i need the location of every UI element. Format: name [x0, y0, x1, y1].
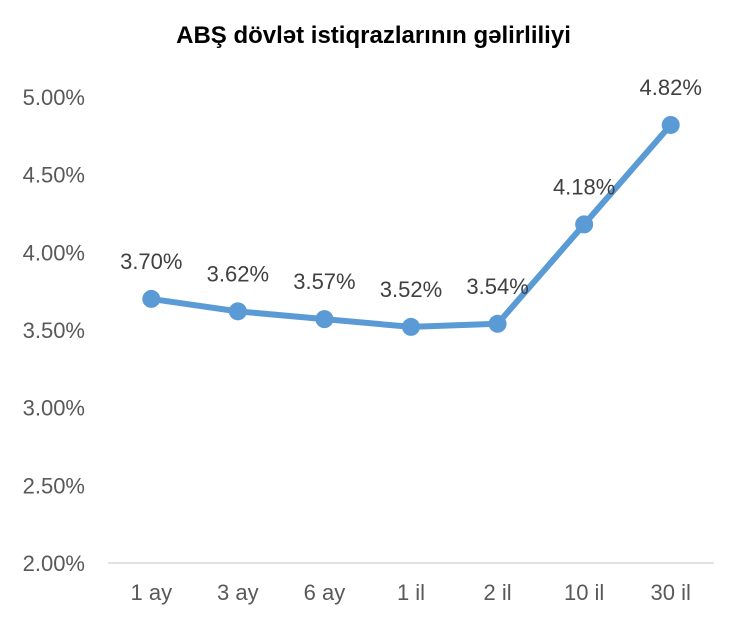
data-point [228, 302, 247, 321]
y-tick-label: 4.00% [23, 240, 85, 265]
y-tick-label: 3.00% [23, 396, 85, 421]
x-tick-label: 2 il [484, 580, 512, 605]
x-tick-label: 1 il [397, 580, 425, 605]
x-tick-label: 3 ay [217, 580, 259, 605]
data-label: 3.54% [466, 274, 528, 299]
data-label: 3.70% [120, 249, 182, 274]
data-point [575, 215, 594, 234]
x-tick-label: 6 ay [304, 580, 346, 605]
data-point [661, 115, 680, 134]
data-label: 4.18% [553, 174, 615, 199]
y-tick-label: 2.50% [23, 473, 85, 498]
data-point [315, 310, 334, 329]
data-point [402, 317, 420, 336]
data-label: 3.57% [293, 269, 355, 294]
data-label: 4.82% [640, 75, 702, 100]
chart-title: ABŞ dövlət istiqrazlarının gəlirliliyi [176, 22, 571, 49]
data-point [488, 314, 507, 333]
data-points [142, 115, 680, 336]
x-tick-label: 10 il [564, 580, 604, 605]
y-tick-label: 5.00% [23, 85, 85, 110]
y-tick-label: 2.00% [23, 551, 85, 576]
y-tick-label: 3.50% [23, 318, 85, 343]
x-tick-label: 30 il [651, 580, 691, 605]
x-tick-label: 1 ay [130, 580, 172, 605]
x-axis-labels: 1 ay 3 ay 6 ay 1 il 2 il 10 il 30 il [130, 580, 690, 605]
y-tick-label: 4.50% [23, 163, 85, 188]
y-axis-labels: 2.00% 2.50% 3.00% 3.50% 4.00% 4.50% 5.00% [23, 85, 85, 576]
data-label: 3.52% [380, 277, 442, 302]
data-point [142, 289, 161, 308]
data-label: 3.62% [207, 261, 269, 286]
data-labels: 3.70% 3.62% 3.57% 3.52% 3.54% 4.18% 4.82% [120, 75, 702, 302]
